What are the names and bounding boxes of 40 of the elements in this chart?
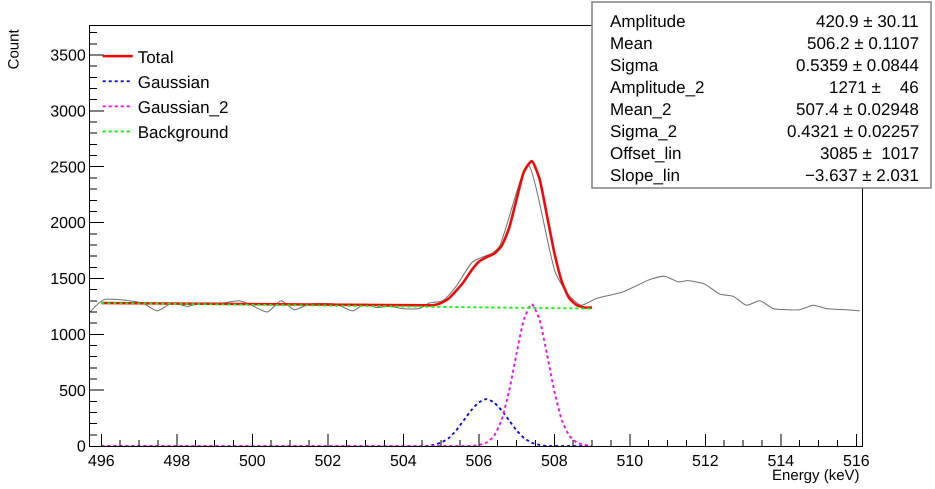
annotation: 0.5359 ± 0.0844 xyxy=(796,56,919,75)
line-series xyxy=(100,303,593,446)
annotation: 506.2 ± 0.1107 xyxy=(807,34,920,53)
annotation: Offset_lin xyxy=(610,144,682,163)
y-tick-label: 1500 xyxy=(50,271,86,288)
x-tick-label: 508 xyxy=(540,453,568,470)
legend-label: Gaussian_2 xyxy=(138,98,228,117)
x-tick-label: 500 xyxy=(238,453,266,470)
annotation: Sigma xyxy=(610,56,659,75)
annotation: 1271 ± 46 xyxy=(829,78,919,97)
y-tick-label: 0 xyxy=(76,438,86,456)
annotation: 0.4321 ± 0.02257 xyxy=(787,122,920,141)
x-tick-label: 510 xyxy=(616,453,644,470)
x-tick-label: 506 xyxy=(465,453,492,470)
legend-label: Background xyxy=(138,123,228,142)
annotation: 3085 ± 1017 xyxy=(820,144,920,163)
x-tick-label: 502 xyxy=(314,453,342,470)
annotation: 420.9 ± 30.11 xyxy=(816,12,919,31)
y-tick-label: 2500 xyxy=(50,159,86,176)
y-tick-label: 3000 xyxy=(50,103,86,120)
legend-label: Gaussian xyxy=(138,72,210,92)
annotation: −3.637 ± 2.031 xyxy=(805,166,919,185)
annotation: Sigma_2 xyxy=(610,122,678,141)
annotation: 507.4 ± 0.02948 xyxy=(796,100,919,119)
annotation: Slope_lin xyxy=(610,166,680,185)
annotation: Mean xyxy=(610,34,653,53)
annotation: Amplitude_2 xyxy=(610,78,705,97)
annotation: Amplitude xyxy=(610,12,686,31)
y-tick-label: 1000 xyxy=(50,326,86,344)
x-tick-label: 512 xyxy=(692,453,719,470)
line-series xyxy=(90,164,860,312)
annotation: Mean_2 xyxy=(610,100,672,119)
y-axis-title: Count xyxy=(5,28,22,70)
y-tick-label: 3500 xyxy=(50,48,86,65)
y-tick-label: 500 xyxy=(59,382,86,400)
x-tick-label: 496 xyxy=(88,453,115,470)
x-tick-label: 498 xyxy=(163,453,190,470)
legend-label: Total xyxy=(138,48,174,67)
y-tick-label: 2000 xyxy=(50,215,86,232)
x-tick-label: 504 xyxy=(390,453,417,470)
